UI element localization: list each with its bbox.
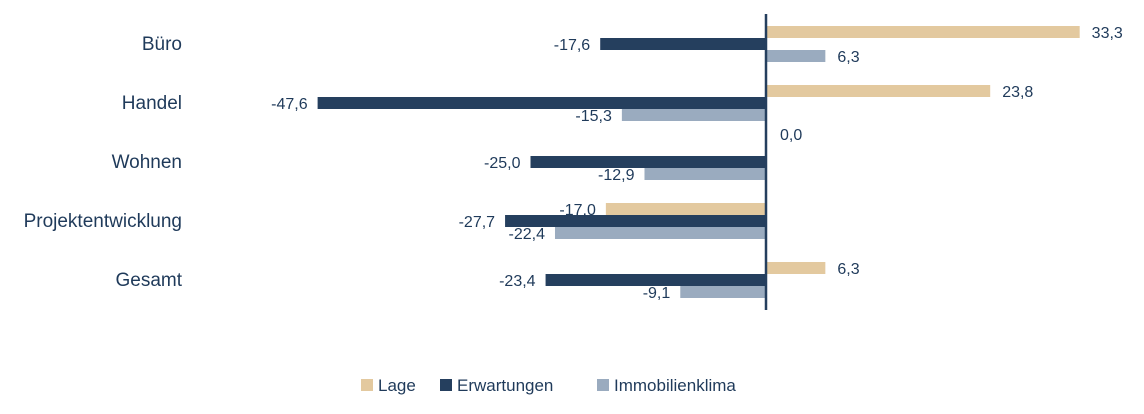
value-label-immobilienklima-b-ro: 6,3 bbox=[837, 49, 859, 66]
bar-erwartungen-wohnen bbox=[530, 156, 766, 168]
value-label-erwartungen-handel: -47,6 bbox=[271, 96, 308, 113]
category-label-projektentwicklung: Projektentwicklung bbox=[24, 211, 182, 232]
bar-erwartungen-projektentwicklung bbox=[505, 215, 766, 227]
legend-label-immobilienklima: Immobilienklima bbox=[614, 376, 736, 395]
bar-immobilienklima-wohnen bbox=[644, 168, 766, 180]
value-label-immobilienklima-wohnen: -12,9 bbox=[598, 167, 635, 184]
value-label-erwartungen-wohnen: -25,0 bbox=[484, 155, 521, 172]
value-label-erwartungen-b-ro: -17,6 bbox=[554, 37, 591, 54]
category-label-handel: Handel bbox=[122, 93, 182, 114]
bar-immobilienklima-handel bbox=[621, 109, 766, 121]
value-label-erwartungen-gesamt: -23,4 bbox=[499, 273, 536, 290]
bar-erwartungen-gesamt bbox=[545, 274, 766, 286]
bar-lage-b-ro bbox=[766, 26, 1080, 38]
value-labels-group: 33,3 -17,6 6,3 23,8 -47,6 -15,3 0,0 -25,0 -12,9 -… bbox=[271, 25, 1123, 302]
legend-swatch-immobilienklima bbox=[597, 379, 609, 391]
value-label-lage-wohnen: 0,0 bbox=[780, 127, 802, 144]
category-label-wohnen: Wohnen bbox=[112, 152, 182, 173]
value-label-lage-b-ro: 33,3 bbox=[1092, 25, 1123, 42]
value-label-immobilienklima-gesamt: -9,1 bbox=[643, 285, 671, 302]
value-label-immobilienklima-projektentwicklung: -22,4 bbox=[509, 226, 546, 243]
bar-immobilienklima-gesamt bbox=[680, 286, 766, 298]
category-label-gesamt: Gesamt bbox=[115, 270, 182, 291]
bar-lage-gesamt bbox=[766, 262, 826, 274]
value-label-lage-projektentwicklung: -17,0 bbox=[559, 202, 596, 219]
legend-swatch-erwartungen bbox=[440, 379, 452, 391]
value-label-lage-gesamt: 6,3 bbox=[837, 261, 859, 278]
value-label-erwartungen-projektentwicklung: -27,7 bbox=[459, 214, 496, 231]
legend-label-erwartungen: Erwartungen bbox=[457, 376, 553, 395]
category-labels-group: Büro Handel Wohnen Projektentwicklung Gesamt bbox=[24, 34, 183, 291]
bar-erwartungen-b-ro bbox=[600, 38, 766, 50]
bars-group bbox=[317, 26, 1080, 298]
bar-lage-projektentwicklung bbox=[605, 203, 766, 215]
bar-lage-handel bbox=[766, 85, 991, 97]
legend-label-lage: Lage bbox=[378, 376, 416, 395]
bar-immobilienklima-b-ro bbox=[766, 50, 826, 62]
bar-erwartungen-handel bbox=[317, 97, 766, 109]
category-label-b-ro: Büro bbox=[142, 34, 182, 55]
legend: Lage Erwartungen Immobilienklima bbox=[361, 376, 736, 395]
bar-immobilienklima-projektentwicklung bbox=[554, 227, 766, 239]
legend-swatch-lage bbox=[361, 379, 373, 391]
value-label-immobilienklima-handel: -15,3 bbox=[575, 108, 612, 125]
value-label-lage-handel: 23,8 bbox=[1002, 84, 1033, 101]
